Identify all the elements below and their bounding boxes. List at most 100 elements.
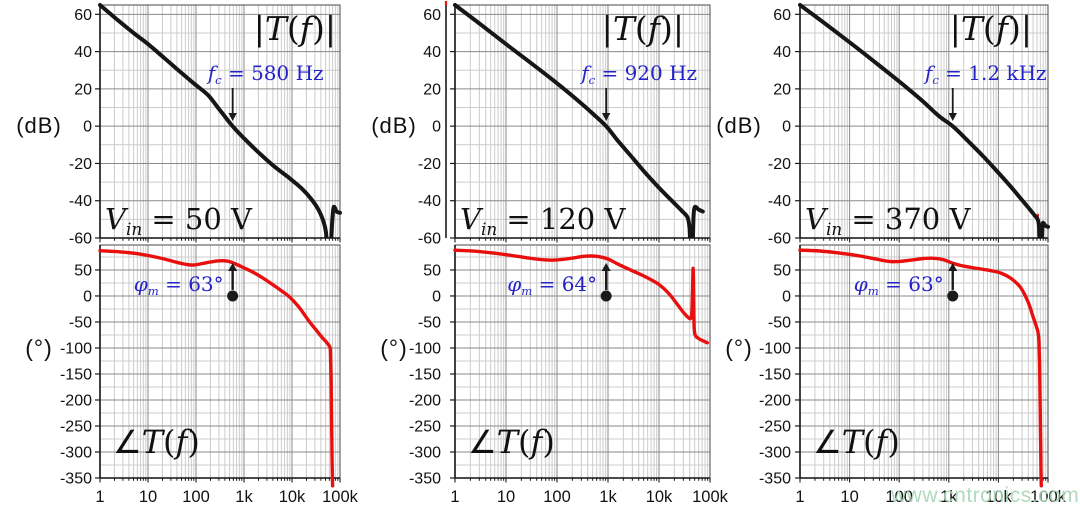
mag-title: |T(f)| <box>950 9 1032 48</box>
svg-text:-250: -250 <box>60 418 92 435</box>
magnitude-curve <box>453 3 705 238</box>
mag-title: |T(f)| <box>254 9 336 48</box>
svg-text:-200: -200 <box>409 392 441 409</box>
svg-text:-100: -100 <box>60 340 92 357</box>
y-tick-labels: 60 40 20 0 -20 -40 -60 <box>418 7 441 248</box>
phase-title: ∠T(f) <box>813 423 900 461</box>
tick-marks <box>95 269 341 483</box>
panel-1-phase-chart: 500-50-100-150-200-250-300-350(°)1 10 100 1… <box>25 244 359 506</box>
svg-text:10k: 10k <box>279 488 306 506</box>
svg-text:40: 40 <box>423 44 441 61</box>
svg-text:100: 100 <box>182 488 210 506</box>
svg-text:10: 10 <box>840 488 858 506</box>
tick-marks <box>450 13 711 243</box>
panel-2-phase-chart: 500-50-100-150-200-250-300-350(°)1 10 100 1… <box>380 244 729 506</box>
magnitude-curve <box>798 3 1050 238</box>
tick-marks <box>95 13 341 243</box>
svg-text:100: 100 <box>543 488 571 506</box>
x-tick-labels: 1 10 100 1k 10k 100k <box>450 488 728 506</box>
svg-text:0: 0 <box>83 119 92 136</box>
svg-text:10k: 10k <box>646 488 673 506</box>
svg-text:-40: -40 <box>418 193 441 210</box>
svg-text:10: 10 <box>497 488 515 506</box>
svg-text:100k: 100k <box>692 488 729 506</box>
svg-text:50: 50 <box>74 262 92 279</box>
svg-text:1: 1 <box>795 488 804 506</box>
svg-text:-20: -20 <box>69 156 92 173</box>
svg-text:-60: -60 <box>69 231 92 248</box>
svg-text:-150: -150 <box>60 366 92 383</box>
svg-text:60: 60 <box>773 7 791 24</box>
svg-text:-40: -40 <box>768 193 791 210</box>
tick-marks <box>795 269 1049 483</box>
svg-text:0: 0 <box>432 288 441 305</box>
watermark: www.cntronics.com <box>891 484 1080 507</box>
y-tick-labels: 50 0 -50 -100 -150 -200 -250 -300 -350 <box>409 262 441 487</box>
svg-text:1k: 1k <box>599 488 617 506</box>
svg-text:-250: -250 <box>759 418 791 435</box>
magnitude-curve <box>98 3 342 238</box>
svg-text:20: 20 <box>423 81 441 98</box>
panel-1-mag-chart: 60 40 20 0 -20 -40 -60 (dB) |T(f)| Vin = 50 V fc =… <box>16 3 342 248</box>
svg-text:40: 40 <box>74 44 92 61</box>
svg-text:-350: -350 <box>409 471 441 488</box>
svg-text:1: 1 <box>450 488 459 506</box>
degree-axis-label: (°) <box>725 335 753 361</box>
x-tick-labels: 1 10 100 1k 10k 100k <box>795 488 1066 506</box>
svg-text:-40: -40 <box>69 193 92 210</box>
tick-marks <box>795 13 1049 243</box>
svg-text:0: 0 <box>432 119 441 136</box>
db-axis-label: (dB) <box>16 113 62 138</box>
grid <box>799 5 1049 239</box>
panel-2-mag-chart: 60 40 20 0 -20 -40 -60 (dB) |T(f)| Vin = 120 V fc … <box>371 1 711 248</box>
fc-label: fc = 1.2 kHz <box>923 61 1047 87</box>
panel-3-mag-chart: 60 40 20 0 -20 -40 -60 (dB) |T(f)| Vin = 370 V fc … <box>716 3 1050 248</box>
db-axis-label: (dB) <box>716 113 762 138</box>
grid <box>454 5 711 239</box>
svg-text:-200: -200 <box>759 392 791 409</box>
degree-axis-label: (°) <box>380 335 408 361</box>
degree-axis-label: (°) <box>25 335 53 361</box>
phase-title: ∠T(f) <box>113 423 200 461</box>
phase-curve <box>98 249 335 488</box>
vin-label: Vin = 50 V <box>105 202 253 239</box>
phase-margin-annotation: φm = 64° <box>507 263 612 302</box>
svg-text:-100: -100 <box>759 340 791 357</box>
svg-text:100: 100 <box>885 488 913 506</box>
x-tick-labels: 1 10 100 1k 10k 100k <box>95 488 358 506</box>
svg-text:-100: -100 <box>409 340 441 357</box>
mag-title: |T(f)| <box>602 9 684 48</box>
svg-text:-350: -350 <box>759 471 791 488</box>
svg-text:20: 20 <box>74 81 92 98</box>
fc-label: fc = 580 Hz <box>206 61 324 87</box>
svg-text:1k: 1k <box>940 488 958 506</box>
svg-text:60: 60 <box>423 7 441 24</box>
svg-text:-50: -50 <box>69 314 92 331</box>
svg-text:-20: -20 <box>768 156 791 173</box>
svg-text:-150: -150 <box>759 366 791 383</box>
svg-text:-50: -50 <box>768 314 791 331</box>
svg-text:50: 50 <box>773 262 791 279</box>
svg-text:100k: 100k <box>322 488 359 506</box>
y-tick-labels: 60 40 20 0 -20 -40 -60 <box>69 7 92 248</box>
pm-label: φm = 63° <box>134 272 224 298</box>
tick-marks <box>450 269 711 483</box>
fc-label: fc = 920 Hz <box>579 61 697 87</box>
svg-text:50: 50 <box>423 262 441 279</box>
svg-text:-60: -60 <box>768 231 791 248</box>
svg-text:0: 0 <box>83 288 92 305</box>
svg-text:-300: -300 <box>759 444 791 461</box>
y-tick-labels: 50 0 -50 -100 -150 -200 -250 -300 -350 <box>60 262 92 487</box>
svg-text:60: 60 <box>74 7 92 24</box>
phase-margin-annotation: φm = 63° <box>854 263 959 302</box>
svg-text:10: 10 <box>139 488 157 506</box>
panel-3-phase-chart: 500-50-100-150-200-250-300-350(°)1 10 100 1… <box>725 244 1067 506</box>
phase-curve <box>798 248 1043 488</box>
phase-margin-annotation: φm = 63° <box>134 263 239 302</box>
svg-text:20: 20 <box>773 81 791 98</box>
svg-text:10k: 10k <box>985 488 1012 506</box>
svg-text:-200: -200 <box>60 392 92 409</box>
crossover-annotation: fc = 580 Hz <box>206 61 324 121</box>
